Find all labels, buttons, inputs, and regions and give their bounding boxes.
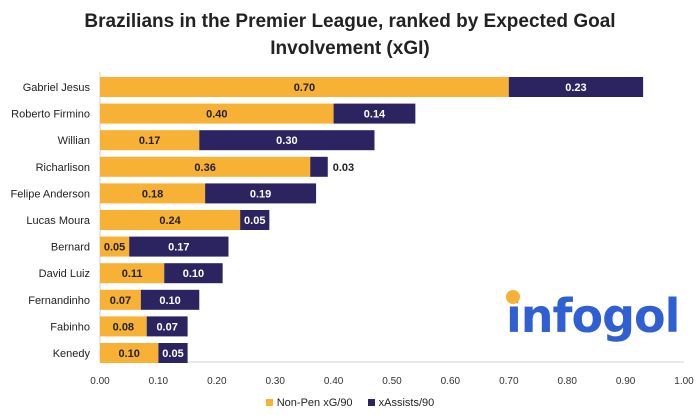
x-tick-label-5: 0.50: [382, 376, 402, 387]
bar-xa-roberto-firmino: [333, 103, 416, 124]
x-tick-label-9: 0.90: [616, 376, 636, 387]
ball-icon: [506, 290, 520, 304]
bar-xg-fabinho: [100, 316, 147, 337]
chart-title-line-1: Brazilians in the Premier League, ranked…: [84, 11, 616, 32]
bar-xa-gabriel-jesus: [508, 77, 644, 97]
bar-xa-fabinho: [146, 316, 188, 337]
bar-xa-felipe-anderson: [205, 183, 317, 204]
category-label-fabinho: Fabinho: [50, 321, 90, 333]
data-label-xg-fabinho: 0.08: [113, 321, 134, 333]
legend-item-xg: Non-Pen xG/90: [265, 397, 353, 409]
bar-xg-kenedy: [100, 343, 159, 363]
bar-xg-david-luiz: [100, 263, 165, 284]
bar-xg-richarlison: [100, 156, 311, 177]
data-label-xa-fabinho: 0.07: [156, 321, 177, 333]
x-tick-label-2: 0.20: [207, 376, 227, 387]
chart-title-line-2: Involvement (xGI): [270, 38, 430, 59]
data-label-xa-david-luiz: 0.10: [183, 268, 204, 280]
legend-item-xa: xAssists/90: [367, 397, 435, 409]
x-tick-label-8: 0.80: [557, 376, 577, 387]
data-label-xg-willian: 0.17: [139, 135, 160, 147]
data-label-xa-willian: 0.30: [276, 135, 297, 147]
data-label-xa-richarlison: 0.03: [333, 162, 354, 174]
x-tick-label-1: 0.10: [149, 376, 169, 387]
category-label-bernard: Bernard: [51, 242, 90, 254]
bar-xa-bernard: [129, 236, 229, 257]
bar-xg-roberto-firmino: [100, 103, 334, 124]
data-label-xg-kenedy: 0.10: [118, 348, 139, 360]
bar-xa-fernandinho: [140, 289, 200, 310]
legend-label-xg: Non-Pen xG/90: [276, 397, 353, 409]
bar-xa-lucas-moura: [240, 210, 270, 230]
category-label-felipe-anderson: Felipe Anderson: [11, 188, 91, 200]
bar-xg-felipe-anderson: [100, 183, 206, 204]
data-label-xa-felipe-anderson: 0.19: [250, 188, 271, 200]
category-label-roberto-firmino: Roberto Firmino: [11, 109, 90, 121]
category-label-willian: Willian: [58, 135, 90, 147]
category-label-gabriel-jesus: Gabriel Jesus: [23, 82, 91, 94]
chart-title: Brazilians in the Premier League, ranked…: [0, 8, 700, 62]
category-label-david-luiz: David Luiz: [39, 268, 90, 280]
data-label-xg-fernandinho: 0.07: [110, 295, 131, 307]
bar-xa-david-luiz: [164, 263, 223, 284]
data-label-xg-richarlison: 0.36: [194, 162, 215, 174]
logo-text: infogol: [506, 289, 680, 343]
bar-xg-lucas-moura: [100, 210, 241, 230]
data-label-xa-fernandinho: 0.10: [159, 295, 180, 307]
data-label-xa-bernard: 0.17: [168, 242, 189, 254]
data-label-xg-gabriel-jesus: 0.70: [294, 82, 315, 94]
bar-xa-kenedy: [158, 343, 188, 363]
data-label-xa-kenedy: 0.05: [162, 348, 183, 360]
data-label-xg-david-luiz: 0.11: [122, 268, 143, 280]
category-label-lucas-moura: Lucas Moura: [26, 215, 90, 227]
legend-label-xa: xAssists/90: [378, 397, 435, 409]
bar-xg-gabriel-jesus: [100, 77, 509, 97]
bar-xg-willian: [100, 130, 200, 151]
data-label-xg-felipe-anderson: 0.18: [142, 188, 163, 200]
data-label-xa-roberto-firmino: 0.14: [364, 109, 386, 121]
bar-xa-richarlison: [310, 156, 328, 177]
category-label-fernandinho: Fernandinho: [28, 295, 90, 307]
x-tick-label-4: 0.40: [324, 376, 344, 387]
bar-xg-bernard: [100, 236, 130, 257]
legend-swatch-xa: [367, 399, 375, 406]
x-tick-label-10: 1.00: [674, 376, 694, 387]
bar-xg-fernandinho: [100, 289, 141, 310]
category-label-kenedy: Kenedy: [53, 348, 91, 360]
x-tick-label-7: 0.70: [499, 376, 519, 387]
data-label-xa-gabriel-jesus: 0.23: [565, 82, 586, 94]
data-label-xa-lucas-moura: 0.05: [244, 215, 265, 227]
infogol-logo: infogol: [506, 286, 680, 346]
bar-xa-willian: [199, 130, 375, 151]
legend: Non-Pen xG/90 xAssists/90: [0, 397, 700, 409]
data-label-xg-bernard: 0.05: [104, 242, 125, 254]
data-label-xg-roberto-firmino: 0.40: [206, 109, 227, 121]
x-tick-label-0: 0.00: [90, 376, 110, 387]
category-label-richarlison: Richarlison: [36, 162, 90, 174]
legend-swatch-xg: [265, 399, 273, 406]
x-tick-label-6: 0.60: [441, 376, 461, 387]
data-label-xg-lucas-moura: 0.24: [159, 215, 181, 227]
x-tick-label-3: 0.30: [265, 376, 285, 387]
